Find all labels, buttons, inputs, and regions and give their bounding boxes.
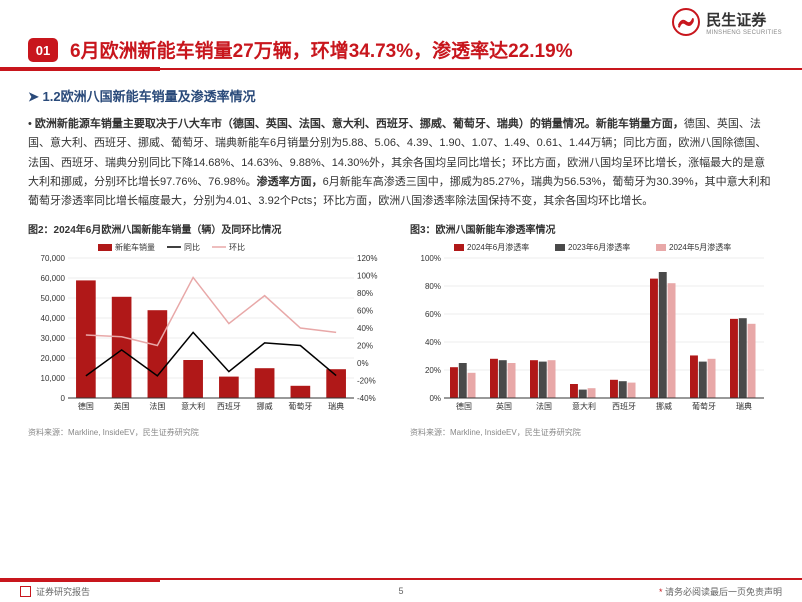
chart-3-title: 图3：欧洲八国新能车渗透率情况 bbox=[410, 221, 774, 236]
svg-text:瑞典: 瑞典 bbox=[736, 401, 752, 411]
chart-2-title: 图2：2024年6月欧洲八国新能车销量（辆）及同环比情况 bbox=[28, 221, 392, 236]
svg-text:2024年6月渗透率: 2024年6月渗透率 bbox=[467, 242, 529, 252]
logo-subtitle: MINSHENG SECURITIES bbox=[706, 30, 782, 36]
book-icon bbox=[20, 586, 31, 597]
body-paragraph: 欧洲新能源车销量主要取决于八大车市（德国、英国、法国、意大利、西班牙、挪威、葡萄… bbox=[28, 115, 774, 211]
chart-3-svg: 2024年6月渗透率 2023年6月渗透率 2024年5月渗透率 0% 20% 40% 60… bbox=[410, 240, 774, 420]
company-logo: 民生证券 MINSHENG SECURITIES bbox=[672, 8, 782, 36]
svg-text:40%: 40% bbox=[357, 324, 373, 333]
svg-text:西班牙: 西班牙 bbox=[217, 401, 241, 411]
page-number: 5 bbox=[398, 586, 403, 596]
svg-text:70,000: 70,000 bbox=[41, 254, 66, 263]
svg-text:120%: 120% bbox=[357, 254, 377, 263]
logo-icon bbox=[672, 8, 700, 36]
slide-header: 民生证券 MINSHENG SECURITIES 01 6月欧洲新能车销量27万… bbox=[0, 0, 802, 72]
svg-text:50,000: 50,000 bbox=[41, 294, 66, 303]
svg-text:0: 0 bbox=[61, 394, 66, 403]
svg-text:德国: 德国 bbox=[78, 401, 94, 411]
svg-text:60,000: 60,000 bbox=[41, 274, 66, 283]
svg-text:60%: 60% bbox=[425, 310, 441, 319]
charts-row: 图2：2024年6月欧洲八国新能车销量（辆）及同环比情况 新能车销量 同比 环比 0 1… bbox=[0, 219, 802, 438]
svg-text:60%: 60% bbox=[357, 307, 373, 316]
svg-text:意大利: 意大利 bbox=[572, 401, 596, 411]
body-lead-1: 欧洲新能源车销量主要取决于八大车市（德国、英国、法国、意大利、西班牙、挪威、葡萄… bbox=[35, 118, 684, 130]
svg-text:10,000: 10,000 bbox=[41, 374, 66, 383]
svg-text:20,000: 20,000 bbox=[41, 354, 66, 363]
svg-text:英国: 英国 bbox=[496, 401, 512, 411]
svg-text:环比: 环比 bbox=[229, 242, 245, 252]
footer-disclaimer: * 请务必阅读最后一页免责声明 bbox=[659, 585, 782, 598]
svg-text:葡萄牙: 葡萄牙 bbox=[692, 401, 716, 411]
svg-text:0%: 0% bbox=[429, 394, 441, 403]
svg-text:同比: 同比 bbox=[184, 242, 200, 252]
svg-text:-40%: -40% bbox=[357, 394, 376, 403]
svg-text:葡萄牙: 葡萄牙 bbox=[288, 401, 312, 411]
svg-text:英国: 英国 bbox=[114, 401, 130, 411]
content-area: 1.2欧洲八国新能车销量及渗透率情况 欧洲新能源车销量主要取决于八大车市（德国、… bbox=[0, 72, 802, 211]
svg-text:20%: 20% bbox=[357, 342, 373, 351]
section-subtitle: 1.2欧洲八国新能车销量及渗透率情况 bbox=[28, 86, 774, 105]
header-divider bbox=[0, 68, 802, 70]
svg-text:2024年5月渗透率: 2024年5月渗透率 bbox=[669, 242, 731, 252]
svg-text:2023年6月渗透率: 2023年6月渗透率 bbox=[568, 242, 630, 252]
svg-text:-20%: -20% bbox=[357, 377, 376, 386]
footer-left-text: 证券研究报告 bbox=[36, 585, 90, 598]
body-lead-2: 渗透率方面， bbox=[257, 176, 323, 188]
svg-text:30,000: 30,000 bbox=[41, 334, 66, 343]
svg-text:德国: 德国 bbox=[456, 401, 472, 411]
svg-text:法国: 法国 bbox=[536, 401, 552, 411]
svg-text:80%: 80% bbox=[357, 289, 373, 298]
slide-footer: 证券研究报告 5 * 请务必阅读最后一页免责声明 bbox=[0, 578, 802, 602]
svg-text:西班牙: 西班牙 bbox=[612, 401, 636, 411]
svg-text:意大利: 意大利 bbox=[181, 401, 205, 411]
svg-text:瑞典: 瑞典 bbox=[328, 401, 344, 411]
svg-text:0%: 0% bbox=[357, 359, 369, 368]
svg-text:40,000: 40,000 bbox=[41, 314, 66, 323]
chart-3-block: 图3：欧洲八国新能车渗透率情况 2024年6月渗透率2023年6月渗透率2024… bbox=[410, 221, 774, 438]
svg-text:20%: 20% bbox=[425, 366, 441, 375]
footer-right-text: 请务必阅读最后一页免责声明 bbox=[665, 587, 782, 597]
svg-text:100%: 100% bbox=[357, 272, 377, 281]
section-badge: 01 bbox=[28, 38, 58, 62]
chart-2-svg: 新能车销量 同比 环比 0 10,000 20,000 30,000 40,000 50,000… bbox=[28, 240, 392, 420]
footer-left: 证券研究报告 bbox=[20, 585, 90, 598]
svg-text:40%: 40% bbox=[425, 338, 441, 347]
chart-2-block: 图2：2024年6月欧洲八国新能车销量（辆）及同环比情况 新能车销量 同比 环比 0 1… bbox=[28, 221, 392, 438]
svg-text:挪威: 挪威 bbox=[257, 401, 273, 411]
svg-text:法国: 法国 bbox=[149, 401, 165, 411]
svg-text:80%: 80% bbox=[425, 282, 441, 291]
logo-text-block: 民生证券 MINSHENG SECURITIES bbox=[706, 9, 782, 36]
slide-title: 6月欧洲新能车销量27万辆，环增34.73%，渗透率达22.19% bbox=[70, 36, 573, 63]
logo-name: 民生证券 bbox=[706, 9, 782, 30]
chart-3-source: 资料来源：Markline, InsideEV，民生证券研究院 bbox=[410, 427, 774, 438]
svg-text:100%: 100% bbox=[421, 254, 441, 263]
chart-2-source: 资料来源：Markline, InsideEV，民生证券研究院 bbox=[28, 427, 392, 438]
svg-text:挪威: 挪威 bbox=[656, 401, 672, 411]
svg-text:新能车销量: 新能车销量 bbox=[115, 242, 155, 252]
